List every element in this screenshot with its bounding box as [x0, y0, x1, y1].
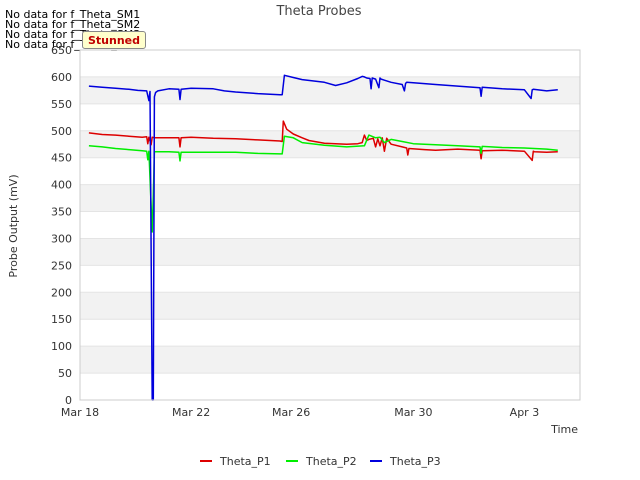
grid-band	[80, 238, 580, 266]
status-badge: Stunned	[82, 31, 146, 49]
grid-band	[80, 130, 580, 158]
y-tick-label: 450	[51, 152, 72, 165]
legend-label: Theta_P1	[219, 455, 271, 468]
no-data-message: No data for f_Theta_SM4	[5, 38, 141, 51]
y-tick-label: 100	[51, 340, 72, 353]
x-tick-label: Mar 22	[172, 406, 210, 419]
y-tick-label: 600	[51, 71, 72, 84]
y-tick-label: 650	[51, 44, 72, 57]
series-line-theta-p3	[88, 74, 558, 401]
no-data-message: No data for f_Theta_SM3	[5, 28, 141, 41]
y-tick-label: 200	[51, 286, 72, 299]
grid-band	[80, 292, 580, 320]
x-axis-label: Time	[550, 423, 578, 436]
no-data-message: No data for f_Theta_SM2	[5, 18, 141, 31]
legend-label: Theta_P3	[389, 455, 441, 468]
grid-band	[80, 346, 580, 374]
series-line-theta-p2	[88, 134, 558, 233]
plot-frame	[79, 49, 581, 401]
y-tick-label: 50	[58, 367, 72, 380]
legend-label: Theta_P2	[305, 455, 357, 468]
y-tick-label: 300	[51, 232, 72, 245]
x-tick-label: Apr 3	[510, 406, 540, 419]
chart-title: Theta Probes	[275, 4, 361, 19]
y-tick-label: 150	[51, 313, 72, 326]
no-data-message: No data for f_Theta_SM1	[5, 8, 141, 21]
y-tick-label: 250	[51, 259, 72, 272]
grid-band	[80, 184, 580, 212]
y-tick-label: 0	[65, 394, 72, 407]
x-tick-label: Mar 30	[394, 406, 432, 419]
y-tick-label: 550	[51, 98, 72, 111]
y-tick-label: 500	[51, 125, 72, 138]
y-tick-label: 350	[51, 206, 72, 219]
y-axis-label: Probe Output (mV)	[7, 174, 20, 277]
y-tick-label: 400	[51, 179, 72, 192]
x-tick-label: Mar 18	[61, 406, 99, 419]
x-tick-label: Mar 26	[272, 406, 310, 419]
